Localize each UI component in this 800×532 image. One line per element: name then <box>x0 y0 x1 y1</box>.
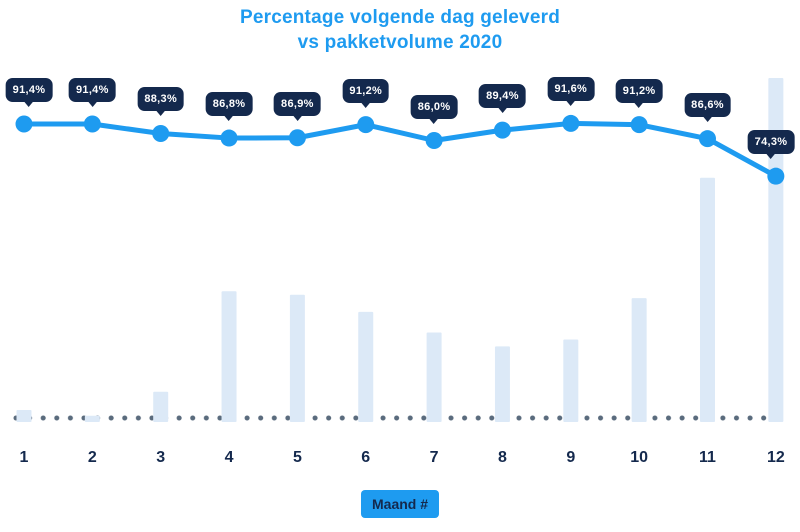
data-point-marker <box>15 115 33 133</box>
dotted-baseline <box>13 415 787 421</box>
chart-title: Percentage volgende dag geleverd vs pakk… <box>0 5 800 55</box>
volume-bar <box>358 311 374 422</box>
volume-bar <box>768 78 784 422</box>
data-point-marker <box>493 121 511 139</box>
data-point-marker <box>288 129 306 147</box>
data-point-marker <box>83 115 101 133</box>
chart-title-line2: vs pakketvolume 2020 <box>297 32 503 53</box>
volume-bar <box>494 346 510 422</box>
data-point-marker <box>220 129 238 147</box>
volume-bar <box>221 291 237 422</box>
volume-bar <box>16 409 32 422</box>
data-point-marker <box>562 114 580 132</box>
volume-bar <box>84 415 100 422</box>
volume-bar <box>631 298 647 422</box>
volume-bar <box>426 332 442 422</box>
data-point-marker <box>630 116 648 134</box>
data-point-marker <box>152 124 170 142</box>
chart-title-line1: Percentage volgende dag geleverd <box>239 7 560 28</box>
data-point-marker <box>767 167 785 185</box>
data-point-marker <box>699 130 716 148</box>
volume-bar <box>289 294 305 422</box>
volume-bar <box>700 177 715 422</box>
data-point-marker <box>357 116 375 134</box>
percentage-line <box>21 120 779 179</box>
volume-bar <box>563 339 579 422</box>
volume-bar <box>153 391 169 422</box>
data-point-marker <box>425 132 443 149</box>
x-axis-title-badge: Maand # <box>360 490 440 518</box>
